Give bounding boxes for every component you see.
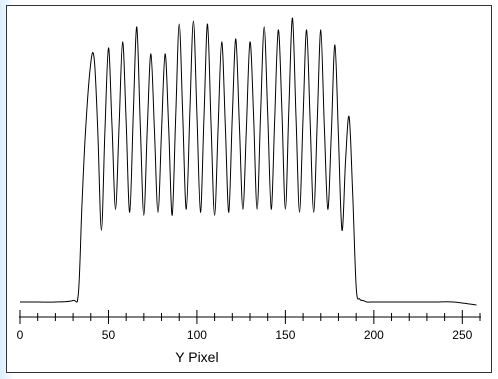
- x-tick-label: 250: [452, 328, 472, 342]
- x-tick-label: 0: [17, 328, 24, 342]
- series-line-0: [20, 17, 477, 306]
- x-tick-label: 150: [275, 328, 295, 342]
- x-tick-label: 50: [102, 328, 116, 342]
- x-tick-label: 200: [364, 328, 384, 342]
- x-tick-label: 100: [187, 328, 207, 342]
- line-chart: 0 50 100 150 200 250 Y Pixel: [17, 17, 481, 365]
- chart-panel: 0 50 100 150 200 250 Y Pixel: [6, 5, 492, 373]
- x-axis-title: Y Pixel: [175, 349, 218, 365]
